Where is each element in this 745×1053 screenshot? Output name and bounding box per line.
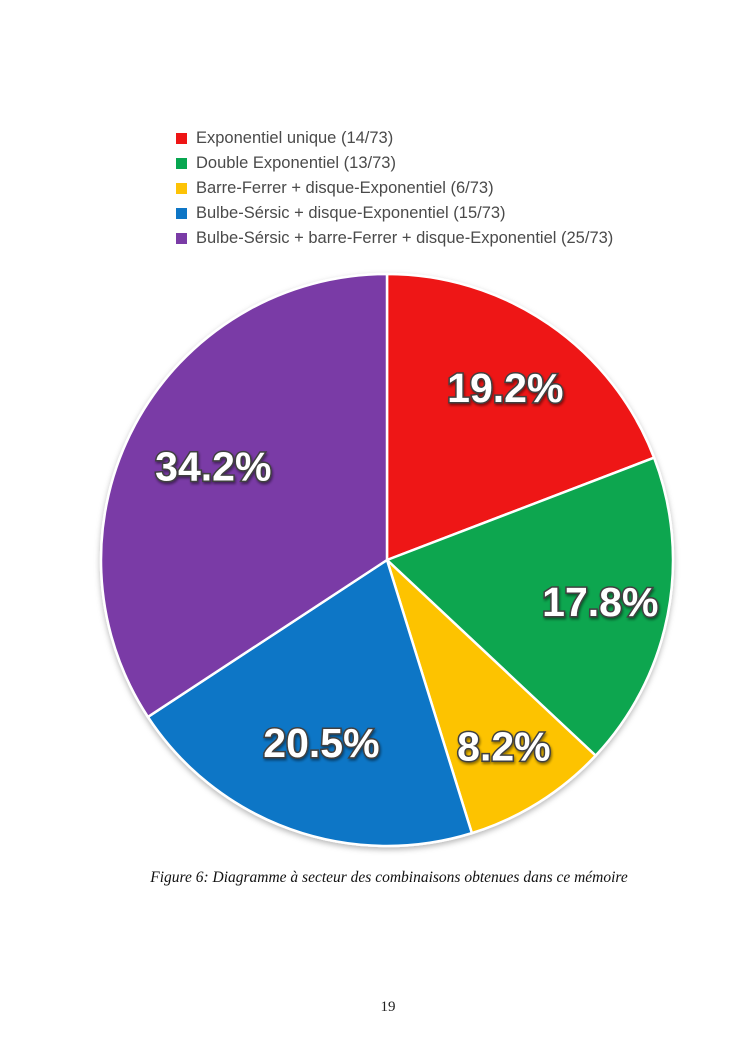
pie-percent-label: 20.5% [263, 720, 379, 766]
pie-labels-group: 19.2% 17.8% 8.2% 20.5% 34.2% [154, 364, 660, 772]
pie-slice-2 [385, 558, 597, 835]
legend-swatch-green [176, 158, 187, 169]
legend-swatch-red [176, 133, 187, 144]
pie-chart: 19.2% 17.8% 8.2% 20.5% 34.2% [99, 272, 675, 848]
figure-caption: Figure 6: Diagramme à secteur des combin… [150, 869, 628, 886]
legend-item-bulbe-sersic-barre-disque: Bulbe-Sérsic + barre-Ferrer + disque-Exp… [176, 226, 613, 251]
page-number: 19 [380, 999, 396, 1015]
legend-label: Barre-Ferrer + disque-Exponentiel (6/73) [196, 179, 494, 197]
pie-slice-3 [146, 558, 474, 848]
legend-label: Exponentiel unique (14/73) [196, 129, 394, 147]
legend-swatch-purple [176, 233, 187, 244]
pie-slice-0 [385, 272, 656, 562]
legend-label: Double Exponentiel (13/73) [196, 154, 396, 172]
pie-percent-label: 17.8% [542, 579, 658, 625]
pie-slice-1 [385, 456, 675, 757]
legend-item-barre-ferrer-disque: Barre-Ferrer + disque-Exponentiel (6/73) [176, 176, 613, 201]
legend-item-double-exponentiel: Double Exponentiel (13/73) [176, 151, 613, 176]
legend-item-bulbe-sersic-disque: Bulbe-Sérsic + disque-Exponentiel (15/73… [176, 201, 613, 226]
legend-swatch-yellow [176, 183, 187, 194]
chart-legend: Exponentiel unique (14/73) Double Expone… [176, 126, 613, 251]
legend-item-exponentiel-unique: Exponentiel unique (14/73) [176, 126, 613, 151]
pie-percent-label: 19.2% [447, 365, 563, 411]
pie-percent-label: 34.2% [155, 443, 271, 489]
pie-percent-label: 8.2% [457, 724, 550, 770]
pie-slices-group [99, 272, 675, 848]
legend-swatch-blue [176, 208, 187, 219]
pie-slice-4 [99, 272, 389, 719]
legend-label: Bulbe-Sérsic + disque-Exponentiel (15/73… [196, 204, 506, 222]
legend-label: Bulbe-Sérsic + barre-Ferrer + disque-Exp… [196, 229, 614, 247]
